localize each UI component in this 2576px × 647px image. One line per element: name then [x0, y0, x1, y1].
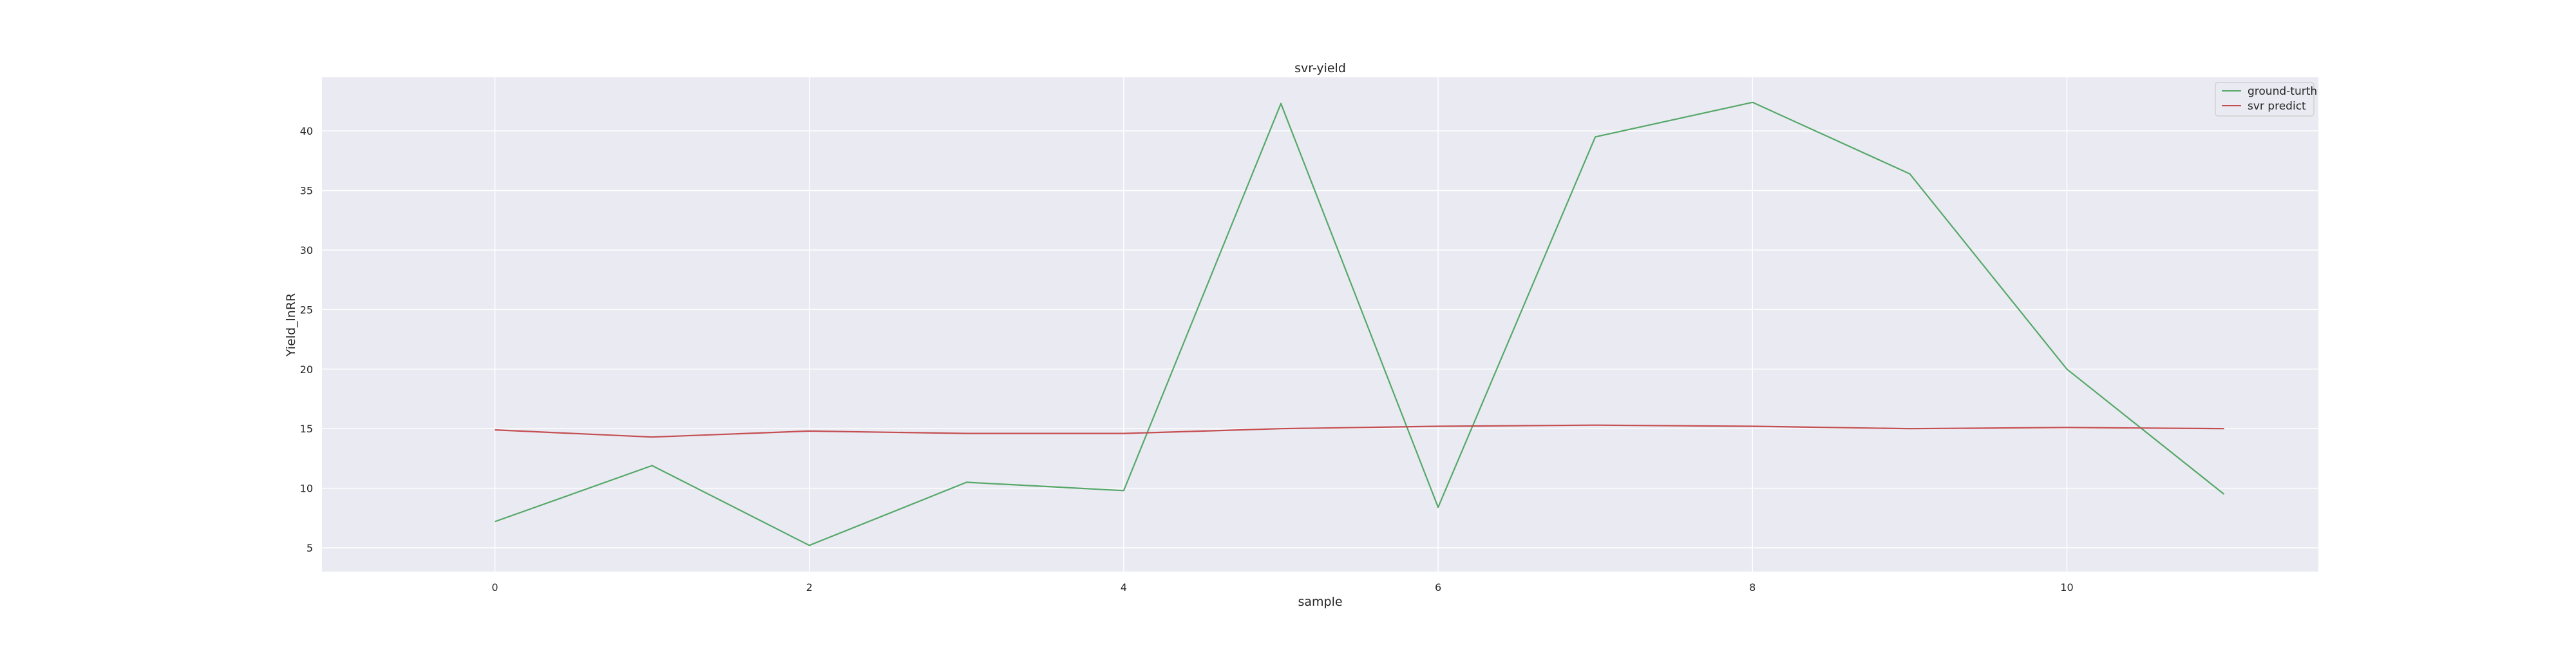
tick-labels: 0 2 4 6 8 10 5 10 15 20 25 30 35 40	[300, 125, 2074, 594]
y-tick-label: 5	[307, 542, 313, 554]
series-line-svr-predict	[495, 424, 2224, 438]
y-tick-label: 25	[300, 304, 313, 316]
y-tick-label: 10	[300, 483, 313, 495]
y-tick-label: 15	[300, 423, 313, 435]
y-tick-label: 40	[300, 125, 313, 137]
x-tick-label: 2	[806, 581, 813, 594]
y-axis-label: Yield_lnRR	[284, 293, 298, 357]
plot-area	[322, 77, 2318, 572]
x-tick-label: 0	[491, 581, 498, 594]
legend-label-svr-predict: svr predict	[2248, 100, 2306, 113]
legend: ground-turth svr predict	[2215, 82, 2317, 117]
x-tick-label: 6	[1435, 581, 1441, 594]
series-lines	[495, 101, 2225, 546]
x-axis-label: sample	[1298, 595, 1342, 609]
x-tick-label: 10	[2060, 581, 2073, 594]
x-tick-label: 4	[1121, 581, 1127, 594]
y-tick-label: 35	[300, 185, 313, 197]
series-line-ground-turth	[495, 101, 2225, 546]
chart-title: svr-yield	[1294, 61, 1346, 75]
y-tick-label: 20	[300, 363, 313, 376]
legend-label-ground-turth: ground-turth	[2248, 85, 2317, 98]
grid	[322, 77, 2318, 572]
x-tick-label: 8	[1749, 581, 1756, 594]
y-tick-label: 30	[300, 244, 313, 256]
